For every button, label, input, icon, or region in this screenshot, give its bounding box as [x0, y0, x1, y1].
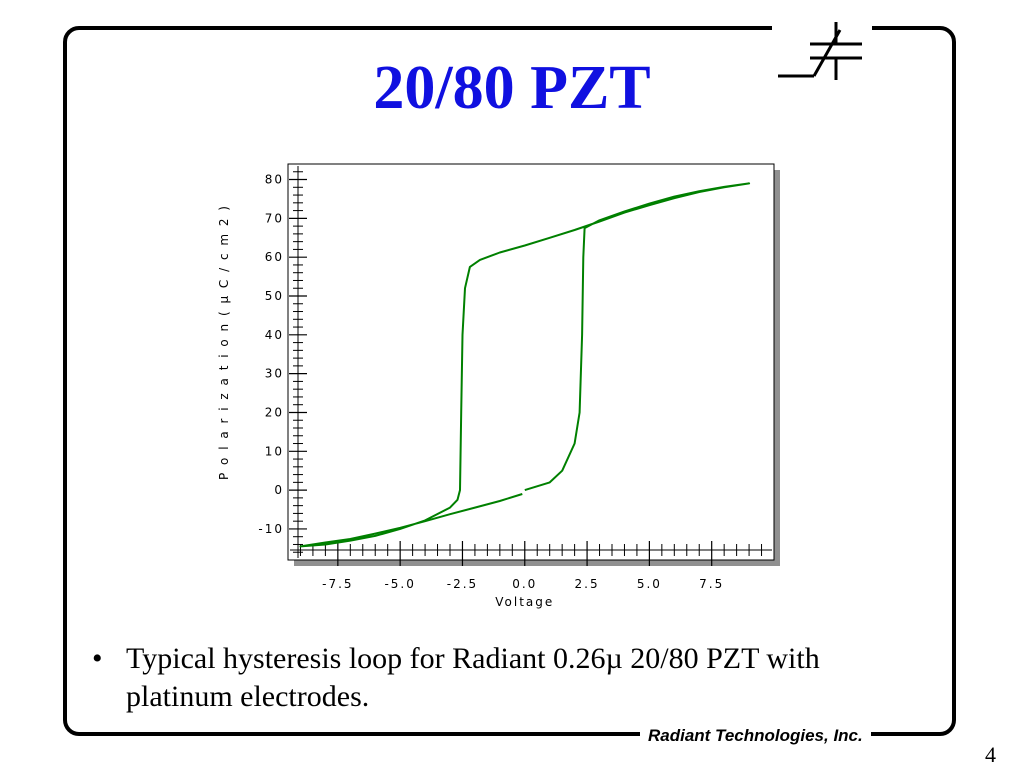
plot-frame: [287, 163, 775, 561]
y-tick-label: -10: [258, 522, 284, 536]
bullet-marker: •: [92, 642, 103, 675]
x-tick-label: 0.0: [512, 577, 537, 591]
y-axis-label: P o l a r i z a t i o n ( µ C / c m 2 ): [217, 204, 231, 480]
slide-title: 20/80 PZT: [373, 54, 651, 122]
y-tick-label: 70: [265, 211, 284, 225]
y-tick-label: 30: [265, 367, 284, 381]
bullet-item: • Typical hysteresis loop for Radiant 0.…: [92, 640, 932, 716]
y-tick-label: 0: [274, 483, 284, 497]
y-tick-label: 40: [265, 328, 284, 342]
footer-company-name: Radiant Technologies, Inc.: [640, 724, 871, 748]
x-tick-label: 7.5: [699, 577, 724, 591]
bullet-text: Typical hysteresis loop for Radiant 0.26…: [126, 642, 820, 713]
y-tick-label: 20: [265, 405, 284, 419]
slide-frame: [63, 26, 956, 736]
y-tick-label: 50: [265, 289, 284, 303]
hysteresis-chart: -10 0 10 20 30 40 50 60 70 80 -7.5 -5.0 -2.5 0.0 2.5 5.…: [217, 163, 780, 609]
x-tick-label: -5.0: [384, 577, 415, 591]
x-tick-label: -7.5: [322, 577, 353, 591]
x-axis-label: Voltage: [495, 595, 554, 609]
hysteresis-curve: [299, 182, 751, 548]
y-tick-label: 60: [265, 250, 284, 264]
capacitor-symbol-icon: [772, 10, 872, 85]
x-tick-label: 2.5: [575, 577, 600, 591]
y-tick-label: 80: [265, 173, 284, 187]
y-tick-label: 10: [265, 444, 284, 458]
x-tick-label: 5.0: [637, 577, 662, 591]
x-tick-label: -2.5: [447, 577, 478, 591]
page-number: 4: [985, 742, 996, 767]
